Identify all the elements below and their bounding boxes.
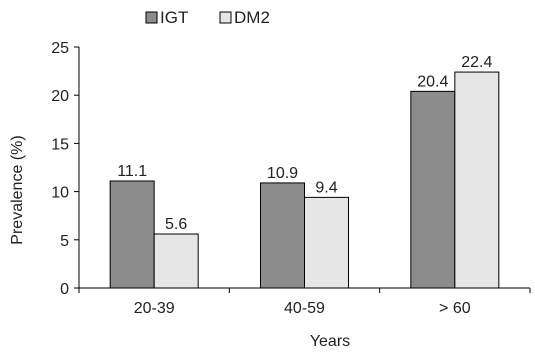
data-label: 5.6 [165,216,187,233]
bar-igt [260,182,305,289]
legend-label-igt: IGT [160,8,188,27]
y-tick-label: 0 [60,281,69,298]
x-tick-label: 20-39 [134,300,175,317]
legend: IGT DM2 [145,8,270,27]
bars: 11.1 5.6 10.9 9.4 20.4 22.4 [109,54,500,289]
y-tick-label: 20 [51,88,69,105]
x-tick-label: 40-59 [284,300,325,317]
bar-dm2 [153,233,199,289]
bar-igt [410,90,456,289]
legend-swatch-dm2 [219,11,232,24]
data-label: 9.4 [315,179,337,196]
y-axis: 0 5 10 15 20 25 [51,40,80,298]
y-tick-label: 25 [51,40,69,57]
y-axis-label: Prevalence (%) [9,135,26,244]
data-label: 10.9 [267,165,298,182]
bar-igt [109,180,155,289]
y-tick-label: 5 [60,233,69,250]
y-tick-label: 15 [51,136,69,153]
data-label: 20.4 [417,73,448,90]
data-label: 11.1 [117,163,147,180]
bar-dm2 [304,196,349,289]
data-label: 22.4 [461,54,492,71]
bar-dm2 [454,71,500,289]
x-tick-label: > 60 [439,300,471,317]
x-axis: 20-39 40-59 > 60 [78,287,531,317]
legend-label-dm2: DM2 [234,8,270,27]
y-tick-label: 10 [51,185,69,202]
legend-swatch-igt [145,11,158,24]
x-axis-label: Years [310,333,350,350]
